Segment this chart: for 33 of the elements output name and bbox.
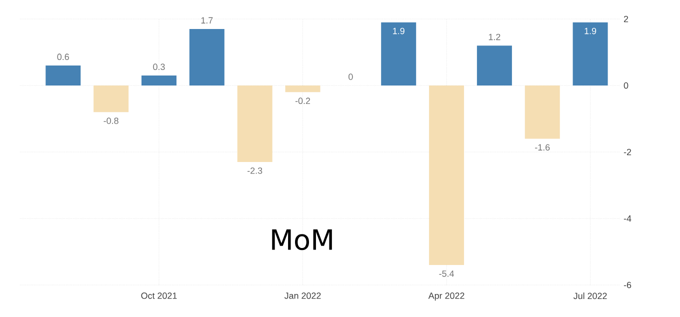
y-tick-label: 0 (624, 82, 628, 89)
bar (381, 22, 416, 86)
bar (476, 46, 512, 86)
x-tick-label: Oct 2021 (141, 292, 177, 299)
y-tick-label: 2 (624, 16, 628, 22)
bar (429, 86, 464, 266)
data-label: -2.3 (248, 167, 262, 174)
annotation: MoM (272, 229, 332, 250)
data-label: -0.8 (104, 118, 118, 124)
data-label: 1.9 (584, 28, 596, 34)
y-tick-label: -6 (624, 282, 632, 288)
bar (524, 86, 560, 139)
data-label: 1.7 (201, 17, 213, 24)
bar (189, 28, 224, 86)
y-tick-label: -4 (624, 215, 632, 222)
data-label: -0.2 (295, 98, 310, 104)
data-label: 0.3 (153, 64, 165, 70)
bar (46, 66, 81, 86)
bar (285, 86, 320, 92)
bar (141, 76, 176, 86)
data-label: -1.6 (535, 144, 550, 151)
bar (237, 86, 272, 162)
x-tick-label: Jul 2022 (573, 292, 607, 300)
x-tick-label: Jan 2022 (284, 292, 321, 299)
x-tick-label: Apr 2022 (428, 292, 464, 301)
data-label: -5.4 (439, 270, 454, 277)
data-label: 0 (348, 74, 353, 80)
data-label: 0.6 (57, 54, 69, 60)
bar (572, 22, 608, 86)
data-label: 1.2 (488, 34, 500, 40)
bar (94, 86, 129, 112)
y-tick-label: -2 (624, 148, 632, 156)
data-label: 1.9 (393, 28, 404, 34)
